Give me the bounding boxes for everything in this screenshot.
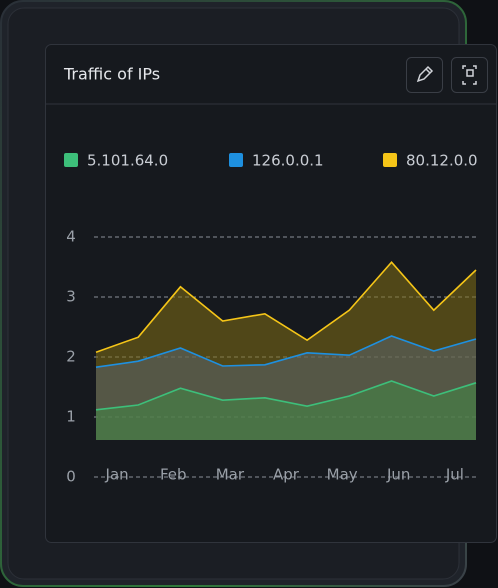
expand-icon	[462, 65, 477, 85]
line	[95, 260, 477, 353]
plot: 5.101.64.0 126.0.0.1 80.12.0.0 0 1 2 3 4 Jan Feb M…	[64, 152, 478, 486]
y-tick-label: 0	[66, 468, 76, 486]
legend-label: 126.0.0.1	[252, 152, 324, 170]
legend-swatch	[229, 153, 243, 167]
edit-button[interactable]	[406, 57, 443, 93]
legend-label: 80.12.0.0	[406, 152, 478, 170]
y-tick-label: 2	[66, 348, 76, 366]
x-tick-label: Mar	[216, 466, 245, 484]
line	[95, 335, 477, 368]
x-tick-label: Jan	[105, 466, 129, 484]
area	[96, 336, 476, 440]
y-tick-label: 4	[66, 228, 76, 246]
edit-icon	[416, 65, 434, 83]
legend-swatch	[64, 153, 78, 167]
x-tick-label: Feb	[160, 466, 187, 484]
x-tick-label: Jul	[445, 466, 464, 484]
x-tick-label: May	[327, 466, 358, 484]
legend-label: 5.101.64.0	[87, 152, 168, 170]
expand-button[interactable]	[451, 57, 488, 93]
line	[95, 380, 477, 411]
legend-swatch	[383, 153, 397, 167]
x-tick-label: Jun	[386, 466, 410, 484]
chart-title: Traffic of IPs	[63, 65, 160, 84]
y-tick-label: 1	[66, 408, 76, 426]
area	[96, 381, 476, 440]
y-tick-label: 3	[66, 288, 76, 306]
x-tick-label: Apr	[273, 466, 300, 484]
